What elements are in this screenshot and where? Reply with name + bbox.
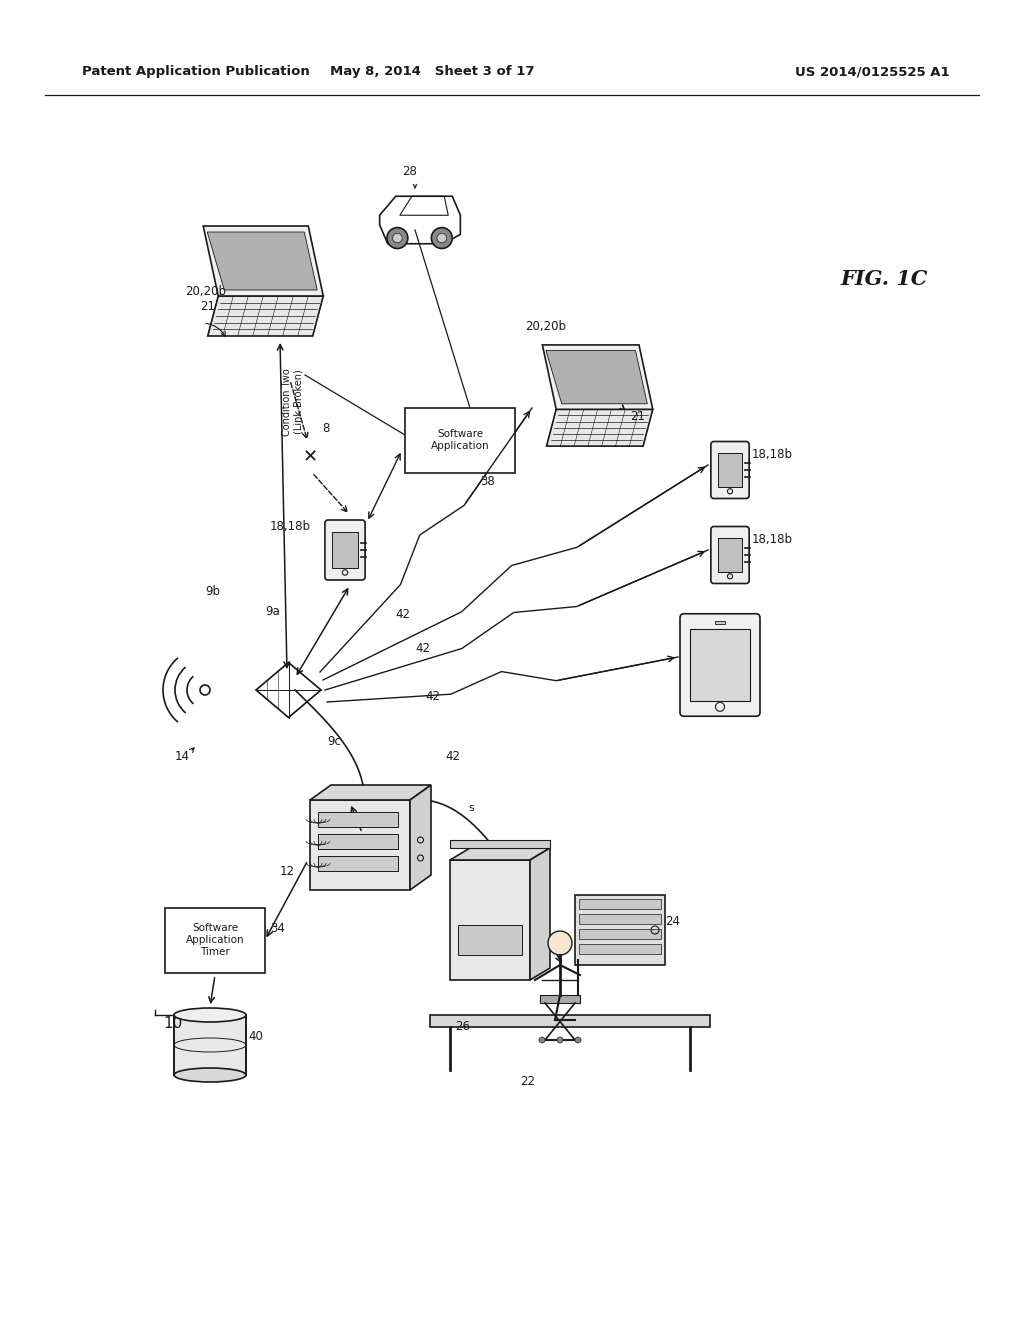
Text: 10: 10 bbox=[163, 1015, 182, 1031]
Polygon shape bbox=[546, 350, 647, 404]
Bar bbox=[406, 408, 515, 473]
Text: 42: 42 bbox=[425, 690, 440, 704]
Bar bbox=[318, 855, 398, 871]
FancyBboxPatch shape bbox=[680, 614, 760, 717]
Bar bbox=[575, 895, 665, 965]
Bar bbox=[450, 840, 550, 847]
Text: May 8, 2014   Sheet 3 of 17: May 8, 2014 Sheet 3 of 17 bbox=[330, 66, 535, 78]
Circle shape bbox=[387, 227, 408, 248]
Text: 40: 40 bbox=[248, 1030, 263, 1043]
Text: 21: 21 bbox=[200, 300, 215, 313]
Text: 14: 14 bbox=[175, 750, 190, 763]
Text: Patent Application Publication: Patent Application Publication bbox=[82, 66, 309, 78]
Text: s: s bbox=[469, 803, 475, 813]
Text: US 2014/0125525 A1: US 2014/0125525 A1 bbox=[796, 66, 950, 78]
Circle shape bbox=[392, 234, 402, 243]
Circle shape bbox=[437, 234, 446, 243]
Polygon shape bbox=[203, 226, 324, 296]
Text: 42: 42 bbox=[415, 642, 430, 655]
Bar bbox=[458, 925, 522, 954]
Polygon shape bbox=[207, 232, 317, 290]
Text: Software
Application
Timer: Software Application Timer bbox=[185, 924, 245, 957]
Polygon shape bbox=[410, 785, 431, 890]
Bar bbox=[310, 800, 410, 890]
Text: 28: 28 bbox=[402, 165, 418, 178]
Bar bbox=[579, 944, 662, 954]
Text: 42: 42 bbox=[395, 609, 410, 620]
Bar bbox=[718, 453, 742, 487]
Circle shape bbox=[539, 1038, 545, 1043]
Text: 26: 26 bbox=[455, 1020, 470, 1034]
FancyBboxPatch shape bbox=[711, 527, 750, 583]
Circle shape bbox=[575, 1038, 581, 1043]
Text: 20,20b: 20,20b bbox=[525, 319, 566, 333]
Bar bbox=[174, 1015, 246, 1074]
Polygon shape bbox=[450, 847, 550, 861]
Bar bbox=[540, 995, 580, 1003]
Polygon shape bbox=[543, 345, 652, 409]
Text: 9a: 9a bbox=[265, 605, 280, 618]
Text: 9b: 9b bbox=[205, 585, 220, 598]
Text: 18,18b: 18,18b bbox=[752, 533, 793, 546]
Circle shape bbox=[557, 1038, 563, 1043]
Polygon shape bbox=[310, 785, 431, 800]
Bar bbox=[430, 1015, 710, 1027]
Text: Condition Two
(Link Broken): Condition Two (Link Broken) bbox=[283, 368, 304, 436]
Text: 8: 8 bbox=[322, 422, 330, 436]
Bar bbox=[690, 630, 750, 701]
Text: 21: 21 bbox=[630, 411, 645, 422]
Circle shape bbox=[200, 685, 210, 696]
Bar bbox=[318, 812, 398, 828]
Ellipse shape bbox=[174, 1068, 246, 1082]
Polygon shape bbox=[530, 847, 550, 979]
Circle shape bbox=[431, 227, 453, 248]
Text: 18,18b: 18,18b bbox=[270, 520, 311, 533]
Bar bbox=[579, 929, 662, 939]
Text: 20,20b: 20,20b bbox=[185, 285, 226, 298]
Bar bbox=[579, 899, 662, 909]
Polygon shape bbox=[208, 296, 324, 337]
Bar bbox=[715, 620, 725, 624]
Text: 12: 12 bbox=[280, 865, 295, 878]
Circle shape bbox=[548, 931, 572, 954]
Text: 38: 38 bbox=[480, 475, 495, 488]
Bar bbox=[718, 539, 742, 572]
Text: FIG. 1C: FIG. 1C bbox=[840, 269, 928, 289]
Text: 18,18b: 18,18b bbox=[752, 447, 793, 461]
Text: 24: 24 bbox=[665, 915, 680, 928]
FancyBboxPatch shape bbox=[711, 441, 750, 499]
FancyBboxPatch shape bbox=[325, 520, 366, 579]
Bar bbox=[318, 834, 398, 849]
Text: Software
Application: Software Application bbox=[431, 429, 489, 451]
Ellipse shape bbox=[174, 1008, 246, 1022]
Bar bbox=[579, 913, 662, 924]
Bar bbox=[333, 532, 357, 568]
Polygon shape bbox=[547, 409, 652, 446]
Text: 9c: 9c bbox=[327, 735, 341, 748]
Text: 42: 42 bbox=[445, 750, 460, 763]
Bar bbox=[165, 908, 265, 973]
Bar bbox=[450, 861, 530, 979]
Text: 34: 34 bbox=[270, 921, 285, 935]
Text: ✕: ✕ bbox=[302, 449, 317, 466]
Text: 22: 22 bbox=[520, 1074, 535, 1088]
